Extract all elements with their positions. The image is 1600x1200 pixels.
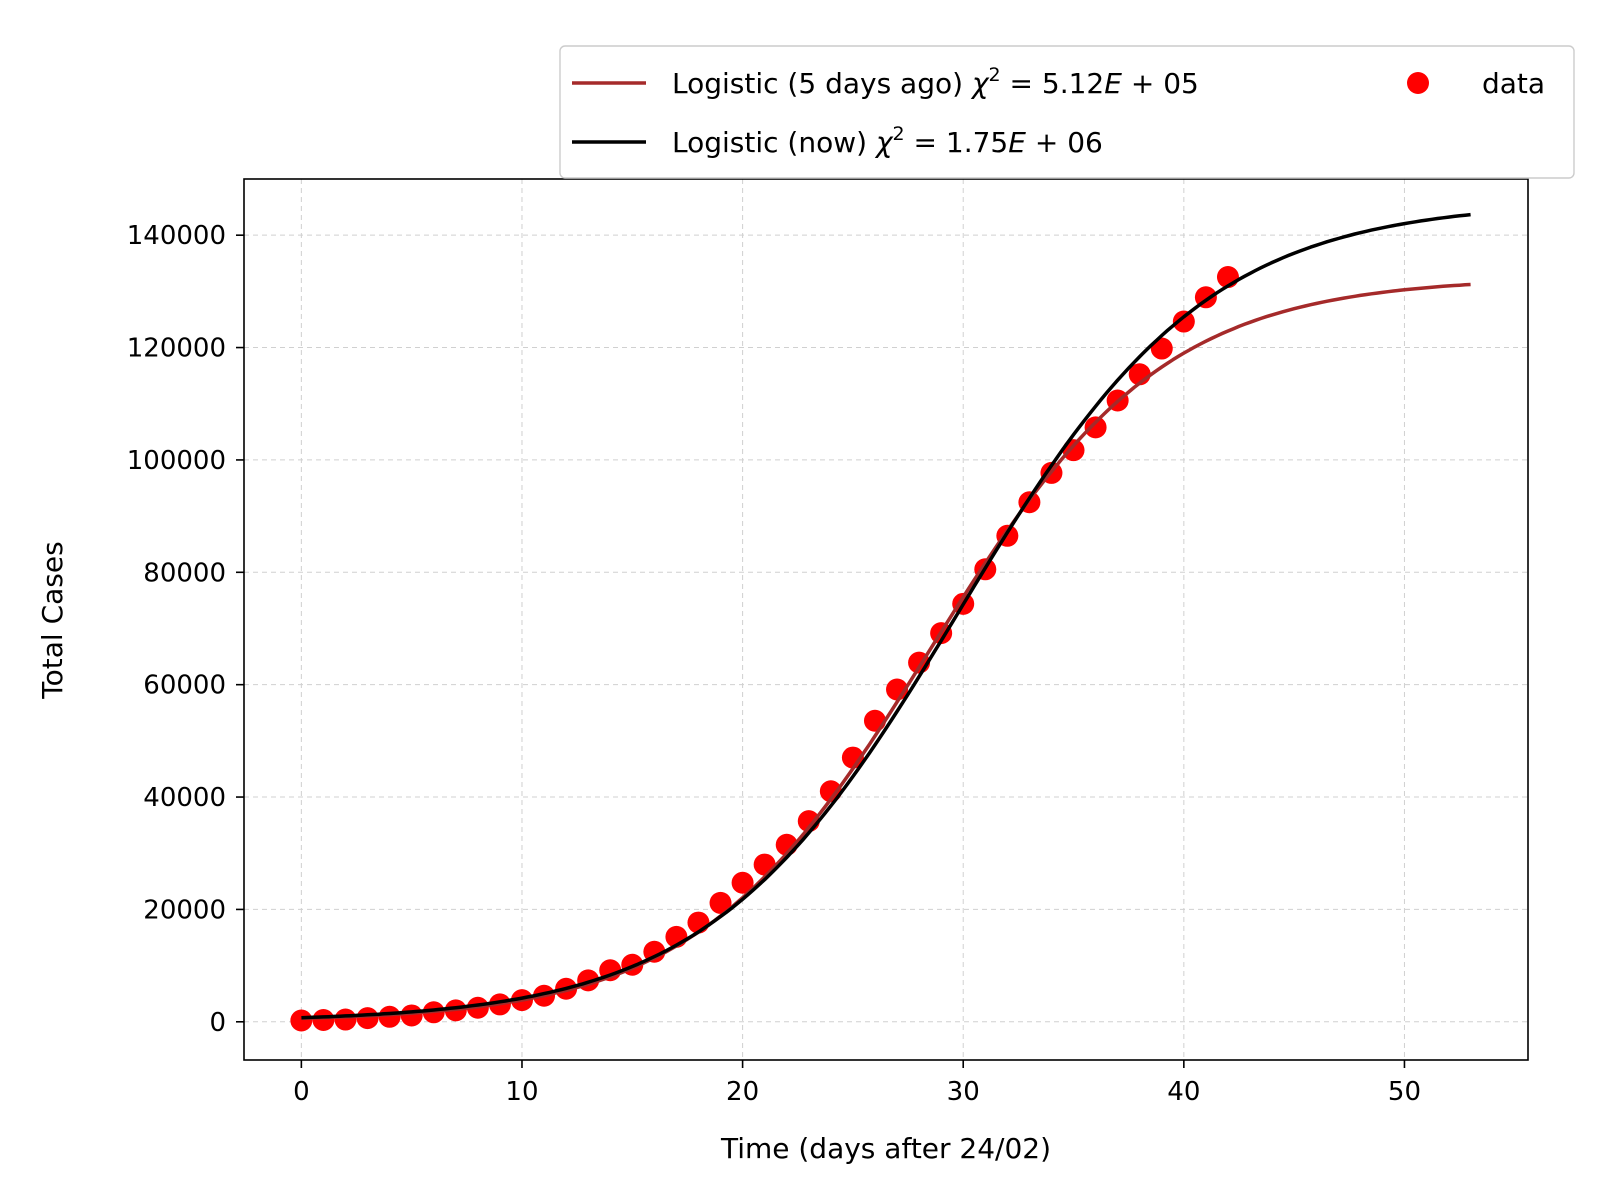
data-point — [312, 1008, 335, 1031]
data-point — [1172, 310, 1195, 333]
legend-label-data: data — [1482, 67, 1545, 100]
legend-box — [559, 45, 1575, 179]
data-point — [863, 709, 886, 732]
data-point — [731, 871, 754, 894]
series-layer — [290, 212, 1471, 1032]
x-tick-label: 50 — [1388, 1077, 1421, 1107]
data-point — [709, 891, 732, 914]
y-tick-label: 40000 — [143, 783, 226, 813]
series-line-0 — [301, 282, 1471, 1021]
x-tick-label: 20 — [726, 1077, 759, 1107]
x-tick-label: 10 — [505, 1077, 538, 1107]
legend-label-logistic-5-days-ago: Logistic (5 days ago) χ2 = 5.12E + 05 — [672, 64, 1199, 100]
y-tick-label: 140000 — [127, 221, 226, 251]
legend-label-logistic-now: Logistic (now) χ2 = 1.75E + 06 — [672, 123, 1103, 159]
plot-frame — [243, 178, 1529, 1061]
data-point — [378, 1005, 401, 1028]
x-tick-label: 30 — [947, 1077, 980, 1107]
y-axis-label: Total Cases — [36, 541, 69, 699]
series-line-1 — [301, 212, 1471, 1020]
data-point — [1084, 416, 1107, 439]
y-tick-label: 20000 — [143, 895, 226, 925]
y-tick-label: 0 — [209, 1008, 226, 1038]
legend: Logistic (5 days ago) χ2 = 5.12E + 05 Lo… — [559, 45, 1575, 179]
x-tick-label: 0 — [293, 1077, 310, 1107]
x-tick-label: 40 — [1167, 1077, 1200, 1107]
legend-swatch-data — [1407, 72, 1429, 94]
x-axis-label: Time (days after 24/02) — [720, 1132, 1051, 1165]
data-point — [290, 1009, 313, 1032]
y-tick-label: 120000 — [127, 334, 226, 364]
data-point — [1150, 337, 1173, 360]
data-point — [334, 1008, 357, 1031]
ticks: 0 10 20 30 40 50 0 20000 40000 60000 80000 100000 12… — [127, 221, 1421, 1107]
data-point — [356, 1007, 379, 1030]
grid — [244, 179, 1528, 1060]
y-tick-label: 60000 — [143, 671, 226, 701]
y-tick-label: 80000 — [143, 558, 226, 588]
y-tick-label: 100000 — [127, 446, 226, 476]
